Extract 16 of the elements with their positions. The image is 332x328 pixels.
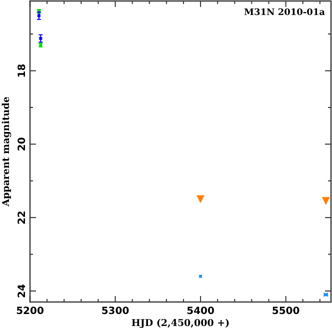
y-tick-label: 18 [17, 64, 28, 78]
x-tick-label: 5200 [16, 306, 44, 317]
point [199, 274, 202, 278]
y-axis-title: Apparent magnitude [1, 96, 12, 208]
y-tick-label: 24 [17, 284, 28, 298]
x-axis-title: HJD (2,450,000 +) [131, 318, 230, 328]
x-tick-label: 5400 [186, 306, 214, 317]
text: M31N 2010-01a [244, 8, 326, 18]
y-tick-label: 20 [17, 137, 28, 152]
point [37, 14, 40, 18]
point [196, 195, 205, 204]
y-tick-label: 22 [17, 210, 28, 225]
x-tick-label: 5500 [272, 306, 300, 317]
point [322, 197, 330, 206]
point [39, 36, 42, 40]
x-tick-label: 5300 [101, 306, 130, 317]
